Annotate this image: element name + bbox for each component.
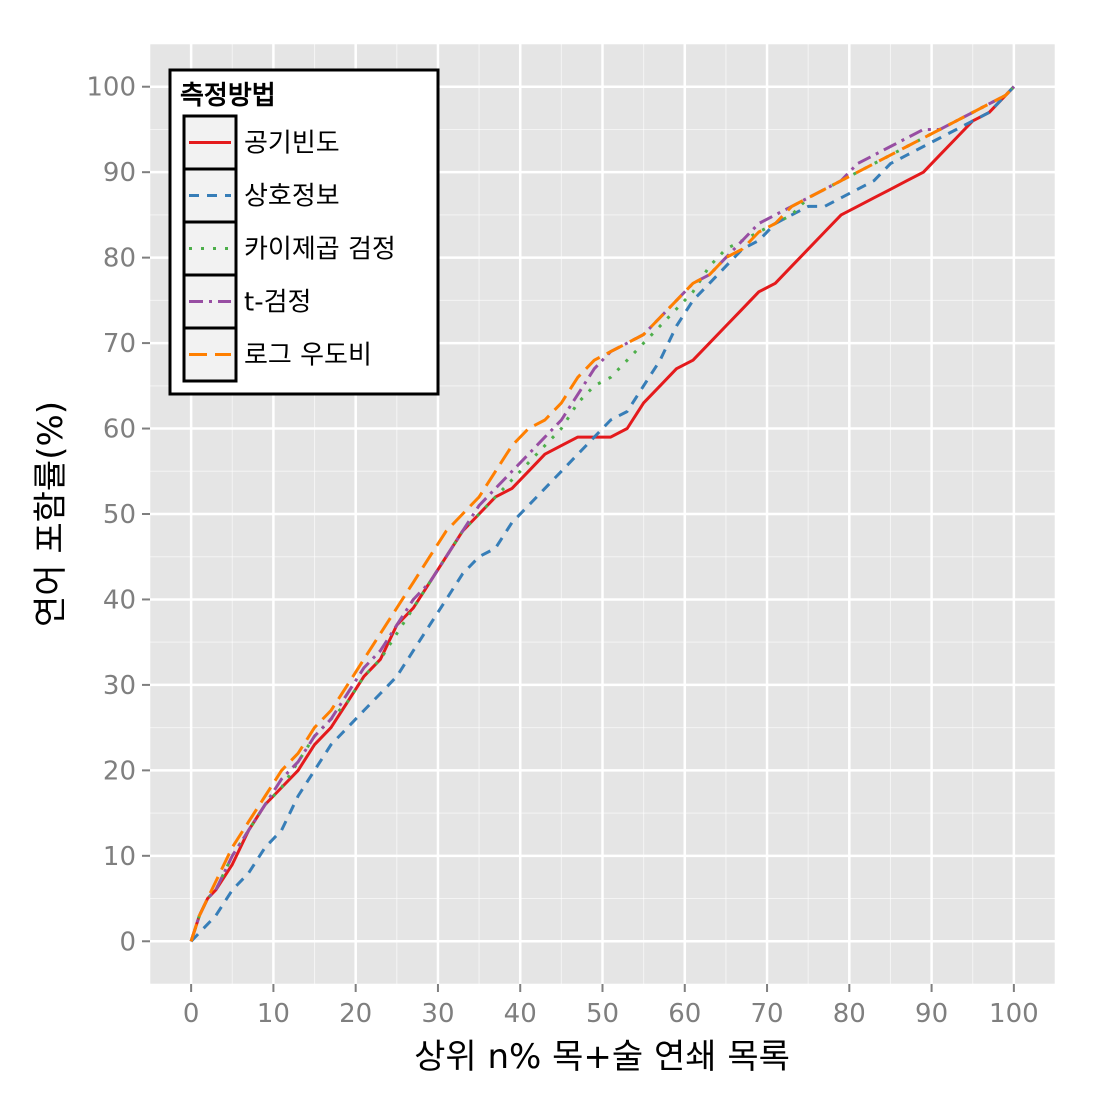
x-tick-label: 80 xyxy=(833,999,866,1029)
legend-label: 로그 우도비 xyxy=(244,341,372,371)
legend-title: 측정방법 xyxy=(180,81,276,111)
series-line-2 xyxy=(190,85,1015,943)
x-tick-label: 40 xyxy=(504,999,537,1029)
x-tick-label: 90 xyxy=(915,999,948,1029)
series-lines xyxy=(189,85,1015,943)
legend-label: 카이제곱 검정 xyxy=(244,235,396,265)
x-tick-label: 10 xyxy=(257,999,290,1029)
y-tick-label: 70 xyxy=(103,329,136,359)
x-tick-label: 70 xyxy=(750,999,783,1029)
y-tick-label: 0 xyxy=(119,927,136,957)
x-axis-title: 상위 n% 목+술 연쇄 목록 xyxy=(414,1037,790,1077)
y-tick-label: 30 xyxy=(103,671,136,701)
y-axis-title: 연어 포함률(%) xyxy=(31,401,71,627)
legend-label: 공기빈도 xyxy=(244,129,340,159)
x-tick-label: 30 xyxy=(421,999,454,1029)
y-tick-label: 60 xyxy=(103,415,136,445)
y-tick-label: 80 xyxy=(103,244,136,274)
x-tick-label: 0 xyxy=(183,999,200,1029)
y-tick-label: 100 xyxy=(86,73,136,103)
x-tick-label: 100 xyxy=(989,999,1039,1029)
y-tick-label: 40 xyxy=(103,585,136,615)
x-tick-label: 20 xyxy=(339,999,372,1029)
y-tick-label: 20 xyxy=(103,756,136,786)
legend-label: 상호정보 xyxy=(244,182,340,212)
series-line-4 xyxy=(189,85,1015,942)
x-tick-label: 60 xyxy=(668,999,701,1029)
x-tick-label: 50 xyxy=(586,999,619,1029)
y-axis: 0 10 20 30 40 50 60 70 80 90 100 xyxy=(86,73,150,957)
y-tick-label: 50 xyxy=(103,500,136,530)
y-tick-label: 90 xyxy=(103,158,136,188)
legend-label: t-검정 xyxy=(244,288,311,318)
x-axis: 0 10 20 30 40 50 60 70 80 90 100 xyxy=(183,984,1039,1029)
series-line-5 xyxy=(189,85,1015,942)
y-tick-label: 10 xyxy=(103,842,136,872)
